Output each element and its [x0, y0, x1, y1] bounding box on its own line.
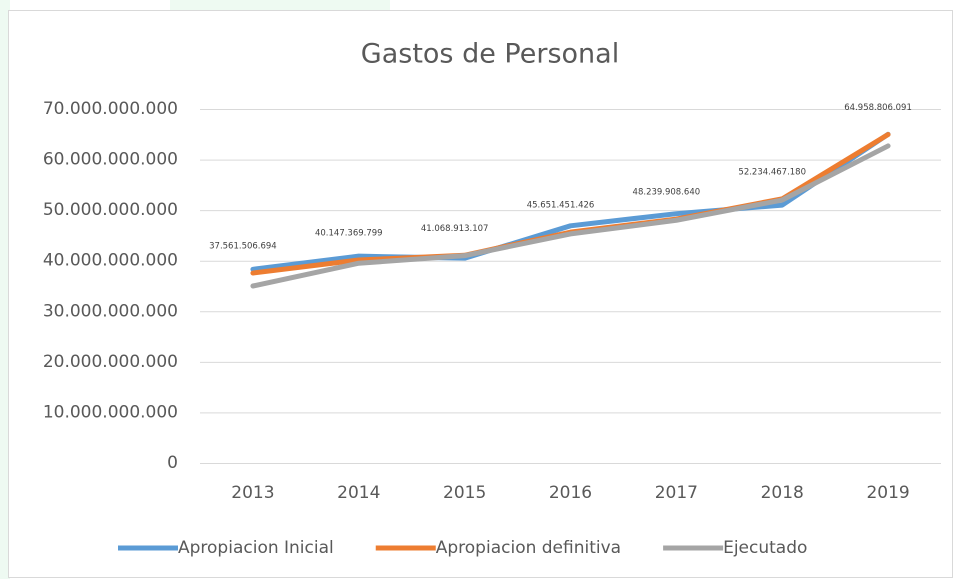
data-label: 37.561.506.694 — [209, 242, 277, 252]
series-line — [250, 131, 891, 272]
top-decoration — [170, 0, 390, 10]
y-tick-label: 30.000.000.000 — [43, 301, 178, 321]
legend-label: Apropiacion Inicial — [178, 538, 334, 558]
y-tick-label: 0 — [167, 453, 178, 473]
legend-label: Apropiacion definitiva — [436, 538, 621, 558]
x-tick-label: 2014 — [337, 483, 380, 503]
y-tick-label: 20.000.000.000 — [43, 352, 178, 372]
x-tick-label: 2019 — [866, 483, 909, 503]
data-label: 52.234.467.180 — [738, 167, 806, 177]
y-tick-label: 60.000.000.000 — [43, 150, 178, 170]
data-label: 45.651.451.426 — [527, 201, 595, 211]
x-tick-label: 2018 — [761, 483, 804, 503]
y-tick-label: 50.000.000.000 — [43, 200, 178, 220]
data-label: 64.958.806.091 — [844, 103, 912, 113]
x-tick-label: 2016 — [549, 483, 592, 503]
x-tick-label: 2017 — [655, 483, 698, 503]
side-decoration — [0, 0, 10, 579]
x-tick-label: 2015 — [443, 483, 486, 503]
y-tick-label: 10.000.000.000 — [43, 402, 178, 422]
data-label: 48.239.908.640 — [633, 188, 701, 198]
data-label: 40.147.369.799 — [315, 228, 383, 238]
chart-frame — [8, 10, 953, 578]
x-tick-label: 2013 — [231, 483, 274, 503]
y-tick-label: 40.000.000.000 — [43, 251, 178, 271]
data-label: 41.068.913.107 — [421, 224, 489, 234]
series-line — [250, 143, 891, 289]
chart-title: Gastos de Personal — [361, 39, 619, 70]
y-tick-label: 70.000.000.000 — [43, 99, 178, 119]
legend-label: Ejecutado — [723, 538, 807, 558]
